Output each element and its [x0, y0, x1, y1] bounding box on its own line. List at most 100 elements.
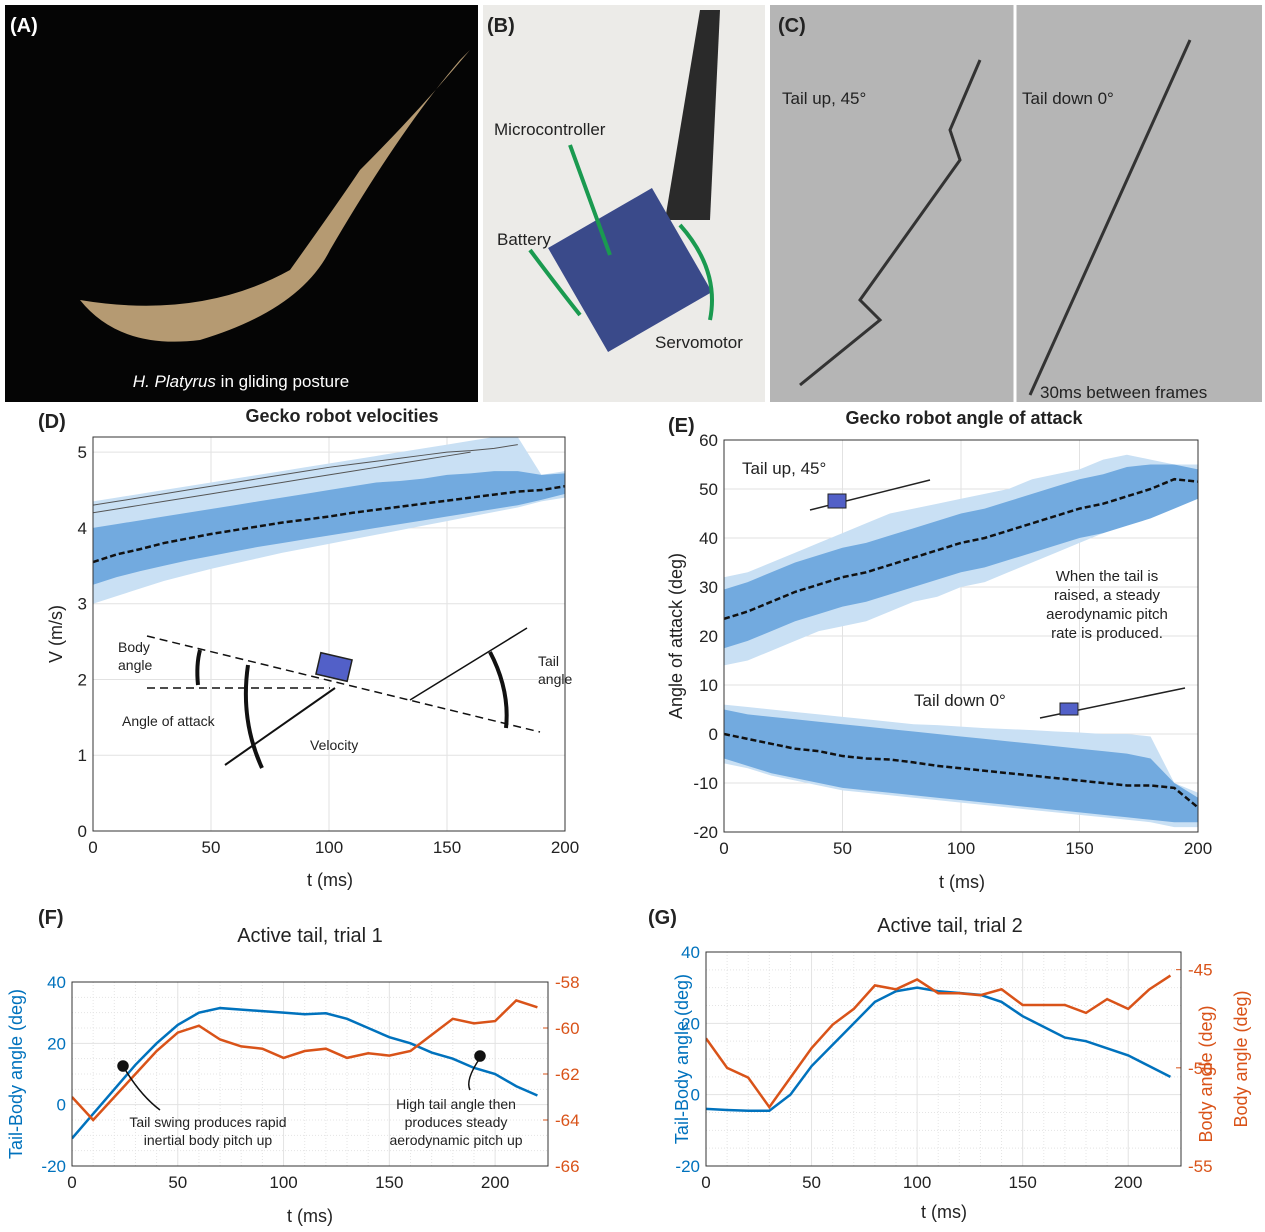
panel-letter: (F) [38, 907, 64, 929]
y-tick-label: 0 [57, 1096, 66, 1115]
x-tick-label: 0 [67, 1173, 76, 1192]
x-axis-label: t (ms) [307, 870, 353, 890]
x-tick-label: 150 [1065, 839, 1093, 858]
y2-tick-label: -58 [555, 973, 580, 992]
x-tick-label: 50 [202, 838, 221, 857]
y2-tick-label: -64 [555, 1111, 580, 1130]
y-tick-label: 1 [78, 746, 87, 765]
x-tick-label: 0 [701, 1173, 710, 1192]
annotation: Body [118, 639, 150, 655]
y-tick-label: 4 [78, 519, 87, 538]
x-tick-label: 150 [375, 1173, 403, 1192]
panel-letter: (C) [778, 15, 806, 37]
y-tick-label: 2 [78, 670, 87, 689]
y-tick-label: 30 [699, 578, 718, 597]
y-tick-label: 0 [78, 822, 87, 841]
y-tick-label: -20 [693, 823, 718, 842]
y-axis-label: Tail-Body angle (deg) [672, 974, 692, 1144]
y-tick-label: -20 [41, 1157, 66, 1176]
y2-tick-label: -50 [1188, 1059, 1213, 1078]
x-tick-label: 200 [481, 1173, 509, 1192]
annotation: Tail swing produces rapid [129, 1114, 286, 1130]
annotation: rate is produced. [1051, 625, 1163, 642]
x-tick-label: 200 [551, 838, 579, 857]
caption: H. Platyrus in gliding posture [133, 372, 349, 391]
chart-title: Active tail, trial 2 [877, 915, 1023, 937]
x-tick-label: 100 [947, 839, 975, 858]
photo-label: Battery [497, 230, 551, 249]
annotation: inertial body pitch up [144, 1132, 273, 1148]
annotation: High tail angle then [396, 1096, 516, 1112]
y-tick-label: -20 [675, 1157, 700, 1176]
y2-tick-label: -45 [1188, 961, 1213, 980]
x-tick-label: 100 [315, 838, 343, 857]
panel-letter: (D) [38, 411, 66, 433]
chart: 0 50 100 150 200 0 1 2 3 4 5 Gecko robot velocities… [46, 406, 579, 890]
chart-title: Gecko robot angle of attack [845, 408, 1083, 428]
annotation: Velocity [310, 737, 358, 753]
x-tick-label: 50 [168, 1173, 187, 1192]
x-tick-label: 150 [433, 838, 461, 857]
x-tick-label: 100 [269, 1173, 297, 1192]
x-tick-label: 150 [1008, 1173, 1036, 1192]
annotation: Tail up, 45° [742, 459, 826, 478]
y2-tick-label: -60 [555, 1019, 580, 1038]
annotation: angle [118, 657, 152, 673]
panel-letter: (G) [648, 907, 677, 929]
photo-label: Tail up, 45° [782, 89, 866, 108]
annotation: Tail [538, 653, 559, 669]
y-axis-label: Angle of attack (deg) [666, 553, 686, 719]
y-tick-label: -10 [693, 774, 718, 793]
photo-label: Tail down 0° [1022, 89, 1114, 108]
robot-icon [1060, 703, 1078, 715]
x-tick-label: 50 [802, 1173, 821, 1192]
annotation: aerodynamic pitch up [389, 1132, 522, 1148]
annotation: When the tail is [1056, 568, 1159, 585]
photo-label: Servomotor [655, 333, 743, 352]
chart-title: Gecko robot velocities [245, 406, 438, 426]
y-tick-label: 0 [709, 725, 718, 744]
annotation: produces steady [405, 1114, 508, 1130]
photo-label: Microcontroller [494, 120, 606, 139]
chart-title: Active tail, trial 1 [237, 925, 383, 947]
figure: (A) H. Platyrus in gliding posture (B) M… [0, 0, 1265, 1227]
x-axis-label: t (ms) [939, 872, 985, 892]
callout-dot [118, 1061, 128, 1071]
photo-a [5, 5, 478, 402]
y2-tick-label: -62 [555, 1065, 580, 1084]
x-tick-label: 200 [1114, 1173, 1142, 1192]
y2-tick-label: -66 [555, 1157, 580, 1176]
x-tick-label: 0 [719, 839, 728, 858]
y2-axis-label: Body angle (deg) [1231, 990, 1251, 1127]
y-tick-label: 40 [681, 943, 700, 962]
photo-label: 30ms between frames [1040, 383, 1207, 402]
panel-letter: (A) [10, 15, 38, 37]
annotation: raised, a steady [1054, 587, 1160, 604]
y-tick-label: 60 [699, 431, 718, 450]
chart: 050100150200-2002040-55-50-45Active tail… [672, 915, 1251, 1222]
annotation: Angle of attack [122, 713, 216, 729]
y-tick-label: 50 [699, 480, 718, 499]
annotation: Tail down 0° [914, 691, 1006, 710]
annotation: angle [538, 671, 572, 687]
x-tick-label: 0 [88, 838, 97, 857]
x-axis-label: t (ms) [921, 1202, 967, 1222]
y2-tick-label: -55 [1188, 1157, 1213, 1176]
robot-icon [828, 494, 846, 508]
callout-dot [475, 1051, 485, 1061]
caption-italic: H. Platyrus [133, 372, 217, 391]
y-tick-label: 10 [699, 676, 718, 695]
y-tick-label: 3 [78, 595, 87, 614]
y-tick-label: 40 [47, 973, 66, 992]
x-tick-label: 200 [1184, 839, 1212, 858]
y-tick-label: 20 [47, 1034, 66, 1053]
y-axis-label: V (m/s) [46, 605, 66, 663]
y-tick-label: 5 [78, 443, 87, 462]
y-tick-label: 40 [699, 529, 718, 548]
x-axis-label: t (ms) [287, 1206, 333, 1226]
x-tick-label: 100 [903, 1173, 931, 1192]
page: (A) H. Platyrus in gliding posture (B) M… [0, 0, 1265, 1232]
panel-letter: (B) [487, 15, 515, 37]
x-tick-label: 50 [833, 839, 852, 858]
